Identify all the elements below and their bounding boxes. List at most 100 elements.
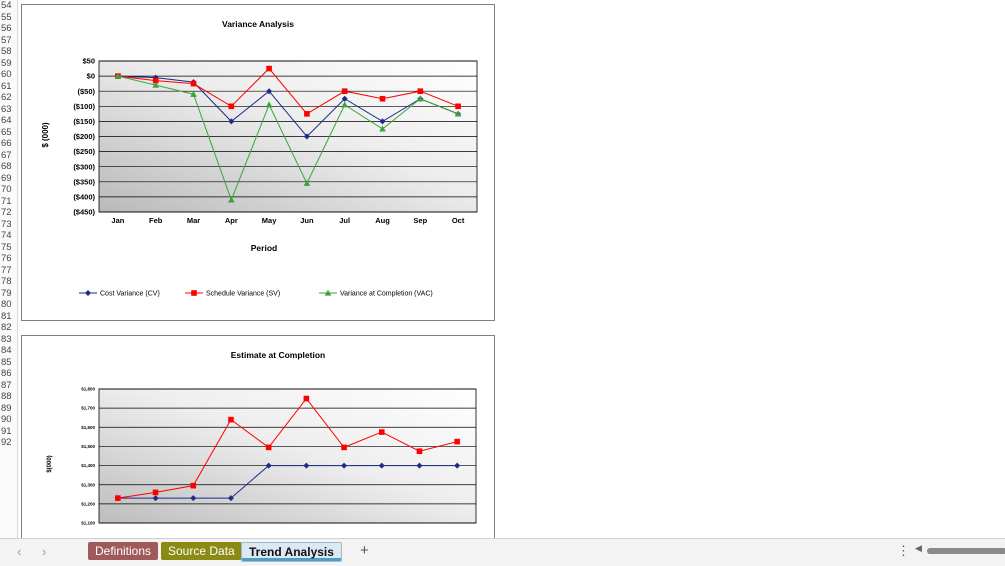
row-number[interactable]: 71 xyxy=(1,195,12,207)
data-point xyxy=(341,95,348,102)
row-number[interactable]: 66 xyxy=(1,138,12,149)
prev-sheet-arrow-icon[interactable]: ‹ xyxy=(17,544,22,559)
row-number[interactable]: 79 xyxy=(1,287,12,299)
row-number[interactable]: 58 xyxy=(1,46,12,57)
row-number[interactable]: 63 xyxy=(1,103,12,115)
variance-analysis-chart[interactable]: Variance Analysis Period $ (000) Cost Va… xyxy=(21,4,495,321)
data-point xyxy=(341,462,348,469)
tab-definitions[interactable]: Definitions xyxy=(88,542,159,560)
chart-title: Variance Analysis xyxy=(222,19,294,29)
data-point xyxy=(190,90,197,97)
row-number[interactable]: 68 xyxy=(1,161,12,172)
estimate-at-completion-chart[interactable]: Estimate at Completion $(000) $1,800 $1,7… xyxy=(21,335,495,552)
row-number[interactable]: 65 xyxy=(1,126,12,138)
data-point xyxy=(190,495,197,502)
y-tick-label: ($50) xyxy=(77,87,95,96)
row-number[interactable]: 54 xyxy=(1,0,12,11)
data-point xyxy=(303,395,310,402)
x-tick-label: Mar xyxy=(187,216,200,225)
row-number[interactable]: 91 xyxy=(1,425,12,437)
y-tick-label: ($250) xyxy=(73,147,95,156)
row-number[interactable]: 60 xyxy=(1,69,12,80)
data-point xyxy=(303,462,310,469)
row-number[interactable]: 72 xyxy=(1,207,12,218)
tab-trend-analysis[interactable]: Trend Analysis xyxy=(241,542,342,562)
scroll-left-icon[interactable]: ◀ xyxy=(915,543,922,553)
legend-label: Cost Variance (CV) xyxy=(100,291,160,298)
row-number[interactable]: 81 xyxy=(1,310,12,322)
data-point xyxy=(378,462,385,469)
row-number[interactable]: 92 xyxy=(1,437,12,448)
chart-title: Estimate at Completion xyxy=(231,350,325,360)
x-tick-label: Aug xyxy=(375,216,390,225)
row-number[interactable]: 88 xyxy=(1,391,12,402)
legend-marker xyxy=(324,289,332,296)
estimate-at-completion-svg: Estimate at Completion $(000) $1,800 $1,7… xyxy=(47,350,477,526)
x-axis-label: Period xyxy=(251,243,277,253)
row-number[interactable]: 64 xyxy=(1,115,12,126)
row-number[interactable]: 87 xyxy=(1,379,12,391)
data-point xyxy=(379,95,386,102)
variance-analysis-svg: Variance Analysis Period $ (000) Cost Va… xyxy=(41,19,478,298)
data-point xyxy=(303,133,310,140)
data-point xyxy=(303,179,311,186)
sheet-tab-bar: ‹ › Definitions Source Data Trend Analys… xyxy=(0,538,1005,566)
x-tick-label: Apr xyxy=(225,216,238,225)
horizontal-scrollbar[interactable] xyxy=(927,548,1005,554)
row-number[interactable]: 70 xyxy=(1,184,12,195)
row-number[interactable]: 55 xyxy=(1,11,12,23)
row-header[interactable]: 54 55 56 57 58 59 60 61 62 63 64 65 66 67 68 69 70 71 72 73… xyxy=(0,0,18,538)
x-tick-label: Jun xyxy=(300,216,314,225)
series-line xyxy=(117,75,459,202)
row-number[interactable]: 62 xyxy=(1,92,12,103)
series-line xyxy=(117,397,458,499)
y-axis-label: $ (000) xyxy=(41,122,50,148)
data-point xyxy=(265,101,273,108)
x-tick-label: Jul xyxy=(339,216,350,225)
y-tick-label: ($200) xyxy=(73,132,95,141)
row-number[interactable]: 85 xyxy=(1,356,12,368)
more-options-icon[interactable]: ⋮ xyxy=(897,543,910,558)
y-tick-label: ($100) xyxy=(73,102,95,111)
row-number[interactable]: 84 xyxy=(1,345,12,356)
row-number[interactable]: 67 xyxy=(1,149,12,161)
y-tick-label: $1,600 xyxy=(81,425,95,430)
row-number[interactable]: 56 xyxy=(1,23,12,34)
data-point xyxy=(341,101,348,108)
row-number[interactable]: 77 xyxy=(1,264,12,276)
row-number[interactable]: 89 xyxy=(1,402,12,414)
data-point xyxy=(417,95,424,102)
data-point xyxy=(152,77,159,84)
legend-marker xyxy=(85,290,91,296)
row-number[interactable]: 78 xyxy=(1,276,12,287)
y-tick-label: ($150) xyxy=(73,117,95,126)
x-tick-label: Sep xyxy=(413,216,427,225)
row-number[interactable]: 57 xyxy=(1,34,12,46)
x-tick-label: May xyxy=(262,216,277,225)
next-sheet-arrow-icon[interactable]: › xyxy=(42,544,47,559)
data-point xyxy=(454,462,461,469)
data-point xyxy=(454,438,460,445)
row-number[interactable]: 80 xyxy=(1,299,12,310)
row-number[interactable]: 83 xyxy=(1,333,12,345)
tab-source-data[interactable]: Source Data xyxy=(161,542,242,560)
row-number[interactable]: 82 xyxy=(1,322,12,333)
add-sheet-button[interactable]: + xyxy=(360,542,369,559)
y-tick-label: ($450) xyxy=(73,208,95,217)
row-number[interactable]: 59 xyxy=(1,57,12,69)
x-tick-label: Jan xyxy=(111,216,124,225)
data-point xyxy=(304,111,310,117)
data-point xyxy=(454,110,462,117)
row-number[interactable]: 61 xyxy=(1,80,12,92)
row-number[interactable]: 69 xyxy=(1,172,12,184)
row-number[interactable]: 74 xyxy=(1,230,12,241)
y-tick-label: $1,700 xyxy=(81,406,95,411)
row-number[interactable]: 86 xyxy=(1,368,12,379)
data-point xyxy=(152,81,159,88)
y-tick-label: $1,500 xyxy=(81,444,95,449)
y-tick-label: ($300) xyxy=(73,162,95,171)
row-number[interactable]: 90 xyxy=(1,414,12,425)
row-number[interactable]: 75 xyxy=(1,241,12,253)
row-number[interactable]: 76 xyxy=(1,253,12,264)
row-number[interactable]: 73 xyxy=(1,218,12,230)
